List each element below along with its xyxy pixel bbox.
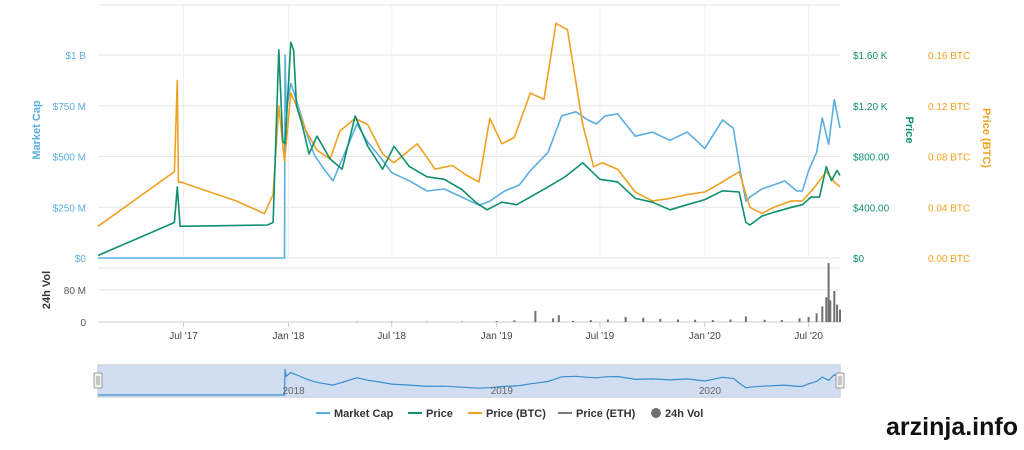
price-btc-tick-label: 0.00 BTC [928,254,970,265]
volume-bar [833,291,836,322]
handle-grip [93,372,103,389]
volume-bar [642,317,645,322]
volume-bar [807,317,810,322]
volume-bar [624,317,627,322]
legend-price-eth[interactable]: Price (ETH) [558,408,636,420]
volume-bar [815,313,818,322]
price-tick-label: $1.20 K [853,102,888,113]
legend-label: Price (ETH) [576,408,636,420]
volume-bar [825,297,828,322]
x-tick-label: Jan '20 [689,331,721,342]
price-tick-label: $400.00 [853,203,890,214]
market-cap-axis-title: Market Cap [31,100,43,160]
legend-label: Market Cap [334,408,394,420]
site-watermark: arzinja.info [886,413,1018,441]
handle-grip [835,372,845,389]
price-tick-label: $0 [853,254,865,265]
chart-grid [98,4,840,323]
volume-bars [355,263,841,323]
volume-bar [677,319,679,322]
price-btc-line [97,22,841,227]
x-tick-label: Jul '19 [586,331,615,342]
market-cap-tick-label: $500 M [53,153,86,164]
volume-bar [839,309,841,322]
navigator-left-handle[interactable] [93,372,103,389]
legend-24h-vol[interactable]: 24h Vol [651,408,703,420]
x-tick-label: Jul '18 [377,331,406,342]
volume-bar [798,318,801,322]
legend-dot-symbol [651,408,661,418]
navigator-line [98,368,841,396]
x-tick-label: Jul '20 [794,331,823,342]
navigator-year-label: 2020 [699,386,722,397]
price-btc-tick-label: 0.04 BTC [928,203,970,214]
volume-bar [729,319,732,322]
market-cap-tick-label: $250 M [53,203,86,214]
navigator-year-label: 2019 [491,386,514,397]
legend-label: Price [426,408,453,420]
volume-bar [827,263,830,322]
price-line [97,41,841,257]
volume-axis-title: 24h Vol [41,271,53,309]
price-tick-label: $1.60 K [853,51,888,62]
price-btc-tick-label: 0.16 BTC [928,51,970,62]
volume-bar [355,321,358,323]
volume-bar [552,318,555,322]
price-axis-title: Price [903,117,915,144]
volume-bar [829,300,832,322]
legend-market-cap[interactable]: Market Cap [316,408,394,420]
volume-bar [390,321,393,323]
navigator-year-label: 2018 [282,386,305,397]
volume-bar [744,316,747,322]
navigator-selection [98,365,840,397]
volume-bar [534,310,537,322]
volume-tick-label: 0 [80,318,86,329]
legend-label: 24h Vol [665,408,703,420]
volume-bar [711,320,714,322]
volume-bar [557,315,560,322]
chart-series [97,22,841,259]
volume-bar [589,320,592,322]
market-cap-tick-label: $1 B [65,51,86,62]
volume-bar [659,318,662,322]
volume-bar [606,319,609,322]
market-cap-tick-label: $0 [75,254,87,265]
volume-tick-label: 80 M [64,286,86,297]
legend-price-btc[interactable]: Price (BTC) [468,408,546,420]
price-btc-tick-label: 0.12 BTC [928,102,970,113]
volume-bar [426,321,429,323]
price-tick-label: $800.00 [853,153,890,164]
volume-bar [763,319,766,322]
volume-bar [572,320,575,322]
volume-bar [821,306,824,322]
volume-bar [495,321,498,322]
volume-bar [513,320,516,322]
x-tick-label: Jul '17 [169,331,198,342]
x-tick-label: Jan '19 [481,331,513,342]
navigator-right-handle[interactable] [835,372,845,389]
range-navigator[interactable]: 2018 2019 2020 [93,364,845,398]
volume-bar [694,319,697,322]
price-btc-axis-title: Price (BTC) [980,108,992,168]
market-cap-tick-label: $750 M [53,102,86,113]
volume-bar [460,321,463,322]
volume-bar [780,320,783,322]
chart-legend: Market Cap Price Price (BTC) Price (ETH) 24h… [316,408,703,420]
legend-label: Price (BTC) [486,408,546,420]
x-tick-label: Jan '18 [273,331,305,342]
legend-price[interactable]: Price [408,408,453,420]
volume-bar [836,304,839,322]
chart-axes: $0 $250 M $500 M $750 M $1 B Market Cap $0 $400… [31,51,992,342]
price-btc-tick-label: 0.08 BTC [928,153,970,164]
market-cap-line [98,54,841,259]
